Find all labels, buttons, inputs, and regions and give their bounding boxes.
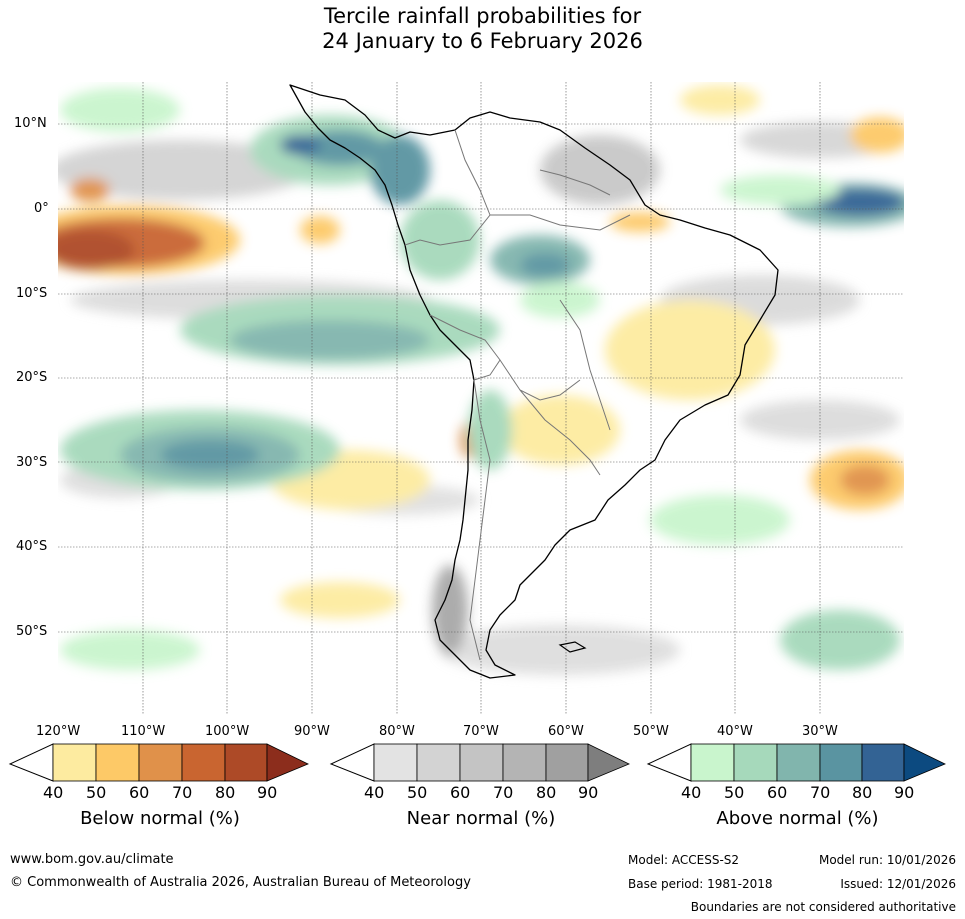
falkland-islands	[558, 641, 587, 653]
colorbar-near-swatch-4	[502, 743, 547, 782]
colorbar-near-title: Near normal (%)	[406, 808, 556, 829]
cb-below-tick-70: 70	[172, 783, 193, 802]
cb-near-tick-80: 80	[536, 783, 557, 802]
lon-label-90w: 90°W	[294, 724, 330, 739]
cb-above-tick-60: 60	[767, 783, 788, 802]
colorbar-near-swatch-1	[373, 743, 418, 782]
colorbar-above-swatch-4	[819, 743, 863, 782]
cb-below-tick-60: 60	[129, 783, 150, 802]
graticule	[58, 82, 904, 715]
colorbar-below-swatch-6	[266, 743, 309, 782]
cb-near-tick-90: 90	[578, 783, 599, 802]
lon-label-40w: 40°W	[717, 724, 753, 739]
title-line-1: Tercile rainfall probabilities for	[323, 4, 642, 28]
cb-above-tick-50: 50	[724, 783, 745, 802]
colorbar-below-swatch-5	[224, 743, 268, 782]
cb-near-tick-70: 70	[493, 783, 514, 802]
colorbar-near-normal	[329, 743, 630, 782]
footer-model: Model: ACCESS-S2	[628, 853, 740, 867]
colorbar-below-swatch-3	[138, 743, 183, 782]
footer-url[interactable]: www.bom.gov.au/climate	[10, 852, 174, 867]
cb-above-tick-90: 90	[894, 783, 915, 802]
lon-label-30w: 30°W	[802, 724, 838, 739]
cb-below-tick-90: 90	[257, 783, 278, 802]
lon-label-120w: 120°W	[36, 724, 81, 739]
south-america-coastline	[289, 84, 779, 679]
cb-above-tick-80: 80	[852, 783, 873, 802]
colorbar-near-swatch-5	[545, 743, 589, 782]
colorbar-above-swatch-3	[776, 743, 821, 782]
lon-label-50w: 50°W	[633, 724, 669, 739]
map-title: Tercile rainfall probabilities for 24 Ja…	[0, 4, 965, 54]
colorbar-above-swatch-6	[903, 743, 946, 782]
probability-shading	[58, 85, 904, 675]
lat-label-10n: 10°N	[14, 116, 47, 131]
lon-label-110w: 110°W	[121, 724, 166, 739]
cb-above-tick-40: 40	[681, 783, 702, 802]
lon-label-70w: 70°W	[463, 724, 499, 739]
colorbar-above-swatch-5	[861, 743, 905, 782]
cb-near-tick-60: 60	[450, 783, 471, 802]
colorbar-near-swatch-6	[587, 743, 630, 782]
lat-label-0: 0°	[34, 201, 49, 216]
colorbar-below-normal	[8, 743, 309, 782]
footer-issued: Issued: 12/01/2026	[840, 877, 956, 891]
cb-below-tick-80: 80	[215, 783, 236, 802]
lat-label-30s: 30°S	[16, 455, 48, 470]
lon-label-100w: 100°W	[205, 724, 250, 739]
colorbar-below-swatch-2	[95, 743, 140, 782]
footer-copyright: © Commonwealth of Australia 2026, Austra…	[10, 875, 471, 890]
colorbar-below-swatch-4	[181, 743, 226, 782]
lon-label-60w: 60°W	[548, 724, 584, 739]
lat-label-10s: 10°S	[16, 286, 48, 301]
colorbar-near-swatch-2	[416, 743, 461, 782]
colorbar-below-swatch-1	[52, 743, 97, 782]
cb-below-tick-50: 50	[86, 783, 107, 802]
country-borders	[404, 129, 631, 661]
cb-near-tick-40: 40	[364, 783, 385, 802]
footer-disclaimer: Boundaries are not considered authoritat…	[690, 900, 956, 914]
lat-label-20s: 20°S	[16, 370, 48, 385]
lat-label-40s: 40°S	[16, 539, 48, 554]
footer-model-run: Model run: 10/01/2026	[818, 853, 956, 867]
colorbar-above-title: Above normal (%)	[716, 808, 879, 829]
lat-label-50s: 50°S	[16, 624, 48, 639]
cb-below-tick-40: 40	[43, 783, 64, 802]
footer-base-period: Base period: 1981-2018	[628, 877, 773, 891]
colorbar-above-swatch-2	[733, 743, 778, 782]
colorbar-below-title: Below normal (%)	[80, 808, 240, 829]
colorbar-near-swatch-3	[459, 743, 504, 782]
title-line-2: 24 January to 6 February 2026	[322, 29, 643, 53]
cb-near-tick-50: 50	[407, 783, 428, 802]
lon-label-80w: 80°W	[379, 724, 415, 739]
cb-above-tick-70: 70	[810, 783, 831, 802]
colorbar-above-swatch-1	[690, 743, 735, 782]
colorbar-above-normal	[646, 743, 946, 782]
